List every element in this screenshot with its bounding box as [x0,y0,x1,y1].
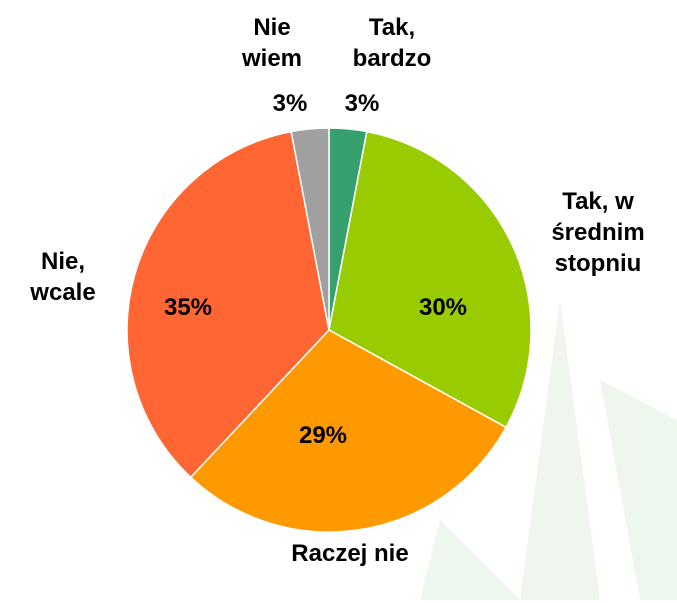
watermark [420,300,677,600]
category-label: Raczej nie [291,540,409,567]
value-label: 30% [418,294,468,321]
category-label: Nie wiem [241,14,303,72]
category-label: Tak, w średnim stopniu [551,188,645,277]
value-label: 35% [163,294,213,321]
value-label: 3% [344,90,380,117]
pie-slice [328,130,532,429]
category-label: Tak, bardzo [352,14,432,72]
pie-slice [126,130,330,479]
category-label: Nie, wcale [30,248,96,306]
value-label: 3% [272,90,308,117]
value-label: 29% [298,422,348,449]
pie-slice [189,329,508,533]
pie-slice [290,127,330,331]
